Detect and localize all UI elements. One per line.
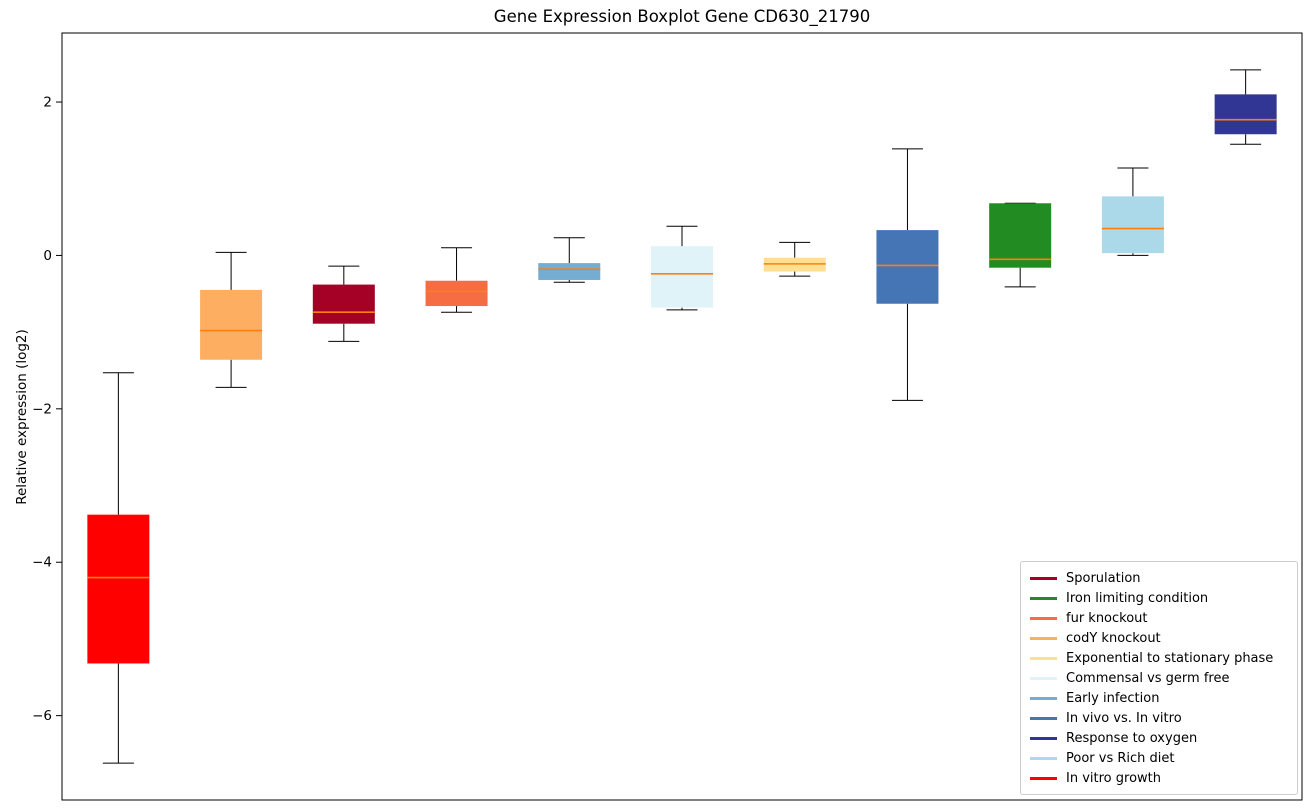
box-rect — [87, 514, 150, 664]
legend-swatch — [1030, 776, 1057, 780]
box-rect — [425, 280, 488, 307]
legend-item: codY knockout — [1030, 628, 1288, 648]
box-in-vivo-vs-in-vitro — [876, 148, 939, 401]
legend-swatch — [1030, 696, 1057, 700]
legend-item: Commensal vs germ free — [1030, 668, 1288, 688]
legend-label: Poor vs Rich diet — [1066, 750, 1175, 766]
legend-swatch — [1030, 756, 1057, 760]
legend-item: Early infection — [1030, 688, 1288, 708]
legend-item: Iron limiting condition — [1030, 588, 1288, 608]
legend-label: codY knockout — [1066, 630, 1161, 646]
box-cody-knockout — [200, 251, 263, 388]
legend: Sporulation Iron limiting condition fur kn… — [1020, 561, 1298, 795]
legend-label: In vivo vs. In vitro — [1066, 710, 1182, 726]
legend-item: In vitro growth — [1030, 768, 1288, 788]
box-rect — [538, 263, 601, 280]
legend-swatch — [1030, 596, 1057, 600]
legend-label: Response to oxygen — [1066, 730, 1198, 746]
box-poor-vs-rich-diet — [1101, 167, 1164, 256]
legend-label: In vitro growth — [1066, 770, 1161, 786]
box-rect — [989, 203, 1052, 268]
legend-label: Sporulation — [1066, 570, 1141, 586]
box-iron-limiting-condition — [989, 202, 1052, 288]
axes-frame — [61, 32, 1303, 801]
box-commensal-vs-germ-free — [651, 225, 713, 311]
box-rect — [200, 289, 263, 360]
legend-swatch — [1030, 716, 1057, 720]
y-tick-label: −4 — [32, 555, 52, 571]
box-rect — [312, 284, 375, 324]
box-rect — [651, 246, 713, 308]
legend-swatch — [1030, 576, 1057, 580]
box-exponential-to-stationary-phase — [763, 241, 826, 277]
box-rect — [876, 230, 939, 304]
box-in-vitro-growth — [87, 372, 150, 764]
box-sporulation — [312, 265, 375, 342]
chart-title: Gene Expression Boxplot Gene CD630_21790 — [493, 7, 871, 26]
legend-swatch — [1030, 736, 1057, 740]
legend-item: Poor vs Rich diet — [1030, 748, 1288, 768]
legend-swatch — [1030, 616, 1057, 620]
legend-item: Exponential to stationary phase — [1030, 648, 1288, 668]
y-tick-label: −2 — [32, 401, 52, 417]
y-tick-label: 2 — [43, 95, 52, 111]
legend-item: Sporulation — [1030, 568, 1288, 588]
legend-label: Exponential to stationary phase — [1066, 650, 1274, 666]
legend-item: In vivo vs. In vitro — [1030, 708, 1288, 728]
legend-list: Sporulation Iron limiting condition fur kn… — [1030, 568, 1288, 788]
box-response-to-oxygen — [1214, 69, 1277, 145]
legend-label: Iron limiting condition — [1066, 590, 1209, 606]
y-tick-label: −6 — [32, 708, 52, 724]
legend-swatch — [1030, 636, 1057, 640]
box-rect — [1101, 196, 1164, 254]
y-tick-label: 0 — [43, 248, 52, 264]
legend-swatch — [1030, 676, 1057, 680]
box-rect — [1214, 94, 1277, 135]
legend-label: Early infection — [1066, 690, 1160, 706]
box-early-infection — [538, 237, 601, 283]
legend-label: Commensal vs germ free — [1066, 670, 1230, 686]
legend-label: fur knockout — [1066, 610, 1148, 626]
legend-item: Response to oxygen — [1030, 728, 1288, 748]
legend-swatch — [1030, 656, 1057, 660]
box-fur-knockout — [425, 247, 488, 313]
legend-item: fur knockout — [1030, 608, 1288, 628]
